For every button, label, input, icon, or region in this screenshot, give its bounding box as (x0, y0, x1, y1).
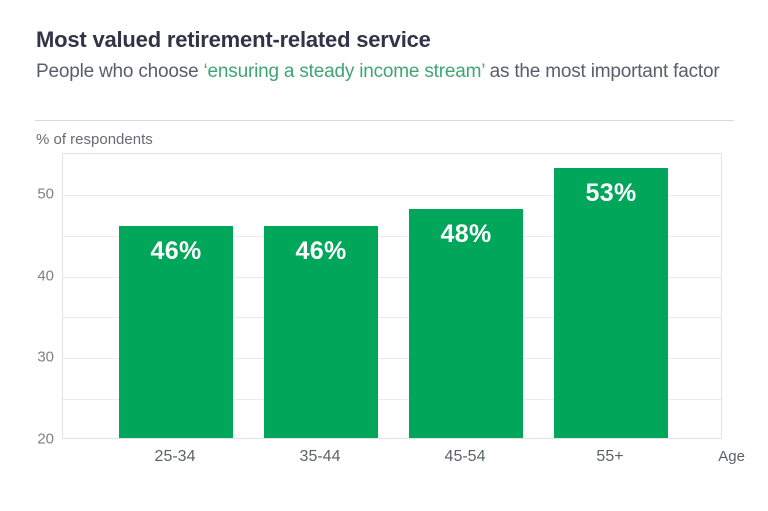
gridline-25 (63, 399, 721, 401)
header-divider (35, 120, 734, 121)
y-tick-40: 40 (37, 267, 54, 285)
chart-title: Most valued retirement-related service (36, 27, 431, 52)
y-tick-50: 50 (37, 185, 54, 203)
gridline-35 (63, 317, 721, 319)
gridline-30 (63, 358, 721, 360)
subtitle-suffix: as the most important factor (484, 61, 720, 82)
gridline-50 (63, 194, 721, 196)
y-axis-ticks: 50 40 30 20 (0, 153, 54, 447)
chart-subtitle: People who choose ‘ensuring a steady inc… (36, 59, 741, 84)
y-tick-20: 20 (37, 430, 54, 448)
bar-value-label: 46% (295, 236, 347, 265)
bar-55+: 53% (554, 168, 668, 438)
bar-value-label: 46% (150, 236, 202, 265)
subtitle-prefix: People who choose (36, 61, 204, 82)
bar-value-label: 48% (440, 220, 492, 249)
x-label-55+: 55+ (596, 448, 624, 465)
chart-header: Most valued retirement-related service P… (36, 26, 746, 84)
bar-35-44: 46% (264, 225, 378, 438)
x-label-25-34: 25-34 (154, 448, 196, 465)
gridline-40 (63, 276, 721, 278)
x-axis-title: Age (718, 448, 745, 465)
x-axis-labels: Age 25-34 35-44 45-54 55+ (0, 448, 768, 468)
bar-25-34: 46% (119, 225, 233, 438)
subtitle-highlight: ‘ensuring a steady income stream’ (203, 61, 485, 82)
y-tick-30: 30 (37, 348, 54, 366)
bar-45-54: 48% (409, 209, 523, 438)
y-axis-unit-label: % of respondents (36, 131, 153, 148)
bar-value-label: 53% (585, 179, 637, 208)
gridline-45 (63, 235, 721, 237)
plot-area: 46% 46% 48% 53% (62, 153, 722, 439)
x-label-35-44: 35-44 (299, 448, 341, 465)
x-label-45-54: 45-54 (444, 448, 486, 465)
